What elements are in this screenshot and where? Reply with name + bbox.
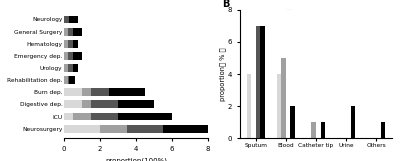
Bar bbox=[380, 122, 385, 138]
Bar bbox=[312, 122, 316, 138]
Legend: 2016, 2017, 2018, 2019: 2016, 2017, 2018, 2019 bbox=[285, 10, 313, 39]
Bar bbox=[100, 125, 127, 133]
Bar bbox=[118, 113, 172, 120]
Text: B: B bbox=[222, 0, 229, 9]
Bar bbox=[282, 58, 286, 138]
Bar bbox=[82, 88, 91, 96]
Bar bbox=[64, 64, 68, 72]
Bar bbox=[290, 106, 295, 138]
Bar bbox=[256, 26, 260, 138]
Bar bbox=[73, 28, 82, 36]
Bar bbox=[73, 40, 78, 48]
Bar bbox=[64, 113, 73, 120]
Bar bbox=[73, 113, 91, 120]
Bar bbox=[247, 74, 252, 138]
Bar bbox=[64, 88, 82, 96]
Bar bbox=[64, 52, 68, 60]
Bar bbox=[68, 76, 70, 84]
Bar bbox=[68, 64, 73, 72]
Bar bbox=[91, 100, 118, 108]
Bar bbox=[91, 113, 118, 120]
Bar bbox=[73, 64, 78, 72]
Bar bbox=[64, 100, 82, 108]
Bar bbox=[64, 76, 68, 84]
Bar bbox=[260, 26, 265, 138]
Bar bbox=[127, 125, 163, 133]
Bar bbox=[82, 100, 91, 108]
Bar bbox=[350, 106, 355, 138]
Bar bbox=[320, 122, 325, 138]
Bar bbox=[64, 125, 100, 133]
Bar bbox=[70, 76, 75, 84]
Bar bbox=[118, 100, 154, 108]
Bar bbox=[64, 40, 68, 48]
Bar bbox=[68, 40, 73, 48]
X-axis label: proportion(100%): proportion(100%) bbox=[105, 158, 167, 161]
Bar bbox=[109, 88, 145, 96]
Bar bbox=[64, 15, 70, 23]
Bar bbox=[68, 52, 73, 60]
Bar bbox=[277, 74, 282, 138]
Bar bbox=[64, 28, 68, 36]
Bar bbox=[70, 15, 78, 23]
Y-axis label: proportion（ % ）: proportion（ % ） bbox=[220, 47, 226, 101]
Bar bbox=[73, 52, 82, 60]
Bar bbox=[68, 28, 73, 36]
Bar bbox=[91, 88, 109, 96]
Bar bbox=[163, 125, 208, 133]
